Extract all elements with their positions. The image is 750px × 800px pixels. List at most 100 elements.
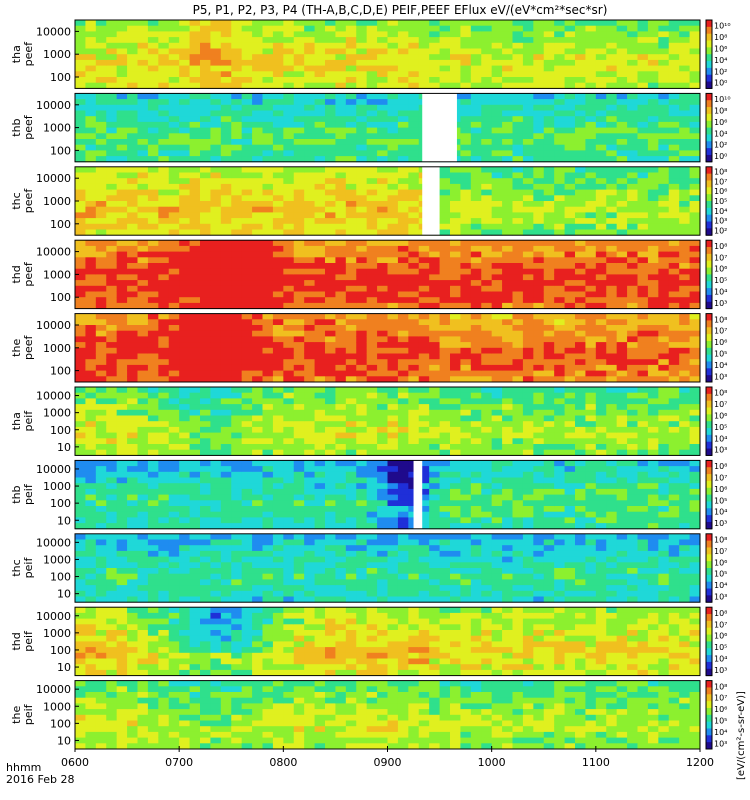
heatmap-cell (533, 392, 545, 399)
heatmap-cell (450, 330, 461, 337)
colorbar-segment (706, 294, 712, 303)
heatmap-cell (231, 302, 243, 309)
heatmap-cell (314, 500, 326, 507)
heatmap-cell (241, 268, 253, 275)
heatmap-cell (418, 494, 430, 501)
heatmap-cell (293, 25, 305, 32)
heatmap-cell (637, 444, 649, 451)
heatmap-cell (616, 59, 628, 66)
heatmap-cell (689, 302, 701, 309)
heatmap-cell (325, 20, 336, 27)
heatmap-cell (116, 280, 128, 287)
heatmap-cell (429, 364, 440, 371)
heatmap-cell (200, 460, 211, 467)
heatmap-cell (481, 297, 493, 304)
colorbar-segment (706, 127, 712, 135)
heatmap-cell (502, 206, 513, 213)
heatmap-cell (127, 127, 138, 134)
heatmap-cell (272, 285, 284, 292)
heatmap-cell (512, 460, 524, 467)
heatmap-cell (356, 127, 368, 134)
heatmap-cell (408, 212, 420, 219)
heatmap-cell (189, 444, 201, 451)
heatmap-cell (252, 172, 263, 179)
heatmap-cell (543, 54, 555, 61)
heatmap-cell (158, 218, 170, 225)
heatmap-cell (335, 477, 347, 484)
heatmap-cell (637, 353, 649, 360)
heatmap-cell (585, 166, 597, 173)
heatmap-cell (533, 370, 545, 377)
heatmap-cell (272, 336, 284, 343)
heatmap-cell (252, 325, 263, 332)
heatmap-cell (679, 297, 690, 304)
heatmap-cell (533, 353, 545, 360)
heatmap-cell (106, 325, 118, 332)
heatmap-cell (75, 517, 86, 524)
heatmap-cell (75, 48, 86, 55)
heatmap-cell (220, 245, 232, 252)
heatmap-cell (387, 500, 399, 507)
heatmap-cell (658, 99, 670, 106)
heatmap-cell (304, 409, 315, 416)
heatmap-cell (231, 370, 243, 377)
heatmap-cell (241, 65, 253, 72)
heatmap-cell (481, 139, 493, 146)
heatmap-cell (606, 342, 618, 349)
heatmap-cell (283, 133, 295, 140)
heatmap-cell (95, 302, 107, 309)
heatmap-cell (137, 449, 149, 456)
heatmap-cell (335, 166, 347, 173)
heatmap-cell (325, 280, 336, 287)
heatmap-cell (293, 268, 305, 275)
heatmap-cell (397, 121, 409, 128)
heatmap-cell (470, 353, 482, 360)
heatmap-cell (127, 364, 138, 371)
heatmap-cell (189, 398, 201, 405)
heatmap-cell (429, 370, 440, 377)
heatmap-cell (689, 370, 701, 377)
heatmap-cell (283, 280, 295, 287)
heatmap-cell (522, 353, 534, 360)
heatmap-cell (95, 460, 107, 467)
heatmap-cell (293, 325, 305, 332)
heatmap-cell (252, 37, 263, 44)
heatmap-cell (429, 409, 440, 416)
heatmap-cell (668, 347, 680, 354)
heatmap-cell (481, 20, 493, 27)
heatmap-cell (75, 104, 86, 111)
heatmap-cell (481, 336, 493, 343)
heatmap-cell (252, 20, 263, 27)
colorbar-segment (706, 387, 712, 395)
heatmap-cell (220, 477, 232, 484)
heatmap-cell (606, 376, 618, 383)
heatmap-cell (116, 398, 128, 405)
heatmap-cell (85, 409, 97, 416)
heatmap-cell (231, 99, 243, 106)
colorbar-segment (706, 201, 712, 209)
heatmap-cell (575, 172, 586, 179)
heatmap-cell (637, 274, 649, 281)
heatmap-cell (377, 506, 388, 513)
heatmap-cell (283, 82, 295, 89)
heatmap-cell (272, 432, 284, 439)
heatmap-cell (470, 133, 482, 140)
heatmap-cell (262, 37, 274, 44)
heatmap-cell (189, 330, 201, 337)
heatmap-cell (470, 212, 482, 219)
heatmap-cell (429, 500, 440, 507)
heatmap-cell (397, 59, 409, 66)
heatmap-cell (356, 291, 368, 298)
heatmap-cell (366, 347, 378, 354)
heatmap-cell (502, 245, 513, 252)
heatmap-cell (179, 42, 190, 49)
heatmap-cell (106, 268, 118, 275)
heatmap-cell (377, 82, 388, 89)
heatmap-cell (512, 477, 524, 484)
heatmap-cell (356, 257, 368, 264)
heatmap-cell (345, 183, 357, 190)
heatmap-cell (210, 325, 222, 332)
heatmap-cell (272, 364, 284, 371)
heatmap-cell (335, 449, 347, 456)
heatmap-cell (272, 116, 284, 123)
